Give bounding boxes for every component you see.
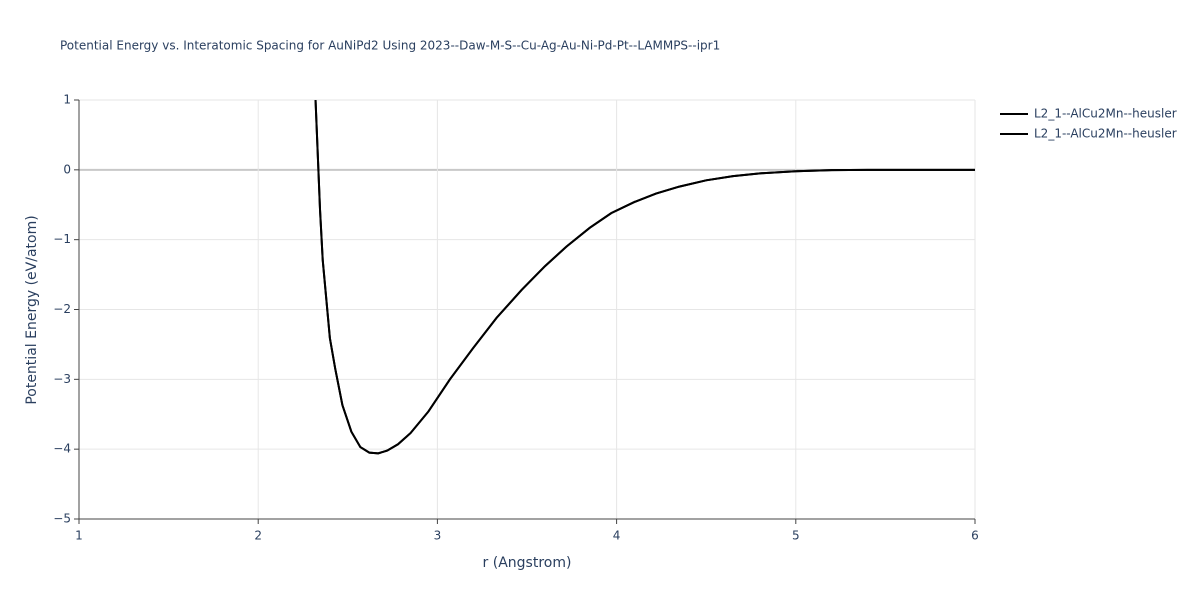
line bbox=[314, 99, 975, 455]
y-tick-label: −5 bbox=[53, 512, 71, 526]
x-tick-label: 5 bbox=[792, 529, 800, 543]
y-tick-label: −3 bbox=[53, 372, 71, 386]
legend-label: L2_1--AlCu2Mn--heusler bbox=[1034, 107, 1177, 121]
chart-title: Potential Energy vs. Interatomic Spacing… bbox=[60, 39, 720, 53]
y-axis-label: Potential Energy (eV/atom) bbox=[24, 215, 40, 404]
y-tick-label: −1 bbox=[53, 232, 71, 246]
x-tick-label: 2 bbox=[254, 529, 262, 543]
y-tick-label: −4 bbox=[53, 442, 71, 456]
legend-label: L2_1--AlCu2Mn--heusler bbox=[1034, 127, 1177, 141]
y-tick-label: 0 bbox=[63, 162, 71, 176]
y-tick-label: −2 bbox=[53, 302, 71, 316]
x-axis-label: r (Angstrom) bbox=[483, 555, 572, 571]
y-tick-label: 1 bbox=[63, 93, 71, 107]
x-tick-label: 4 bbox=[613, 529, 621, 543]
line bbox=[314, 99, 975, 455]
x-tick-label: 3 bbox=[434, 529, 442, 543]
x-tick-label: 6 bbox=[971, 529, 979, 543]
x-tick-label: 1 bbox=[75, 529, 83, 543]
